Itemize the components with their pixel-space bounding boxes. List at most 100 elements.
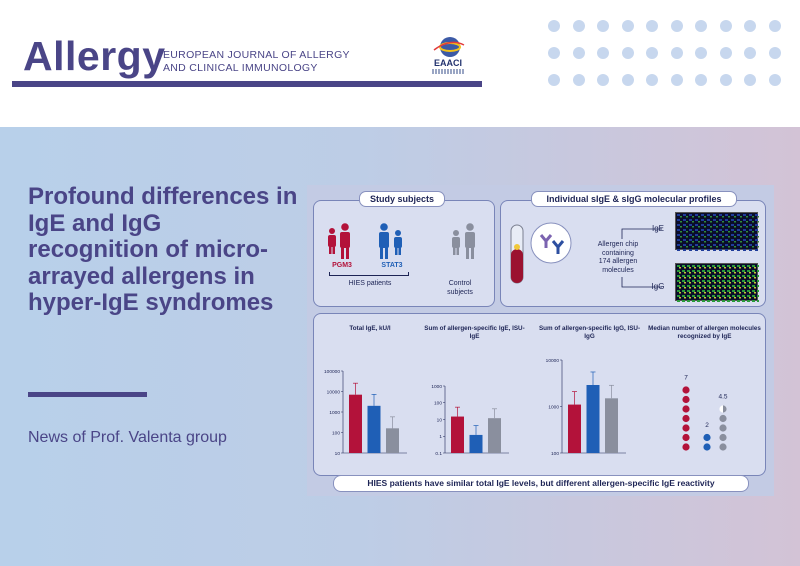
charts-svg: 10 100 1000 10000 100000 0.1 1 10 100 1000 100 1000… (324, 358, 728, 457)
journal-header: Allergy European Journal of Allergy and … (0, 0, 800, 127)
news-credit: News of Prof. Valenta group (28, 429, 227, 446)
chart4-dot (682, 443, 690, 451)
decorative-dot (670, 20, 683, 32)
chart2-tick-label: 1000 (431, 384, 442, 390)
igg-label: IgG (651, 282, 665, 291)
eaaci-logo: EAACI (428, 36, 468, 78)
chart4-dot (682, 424, 690, 432)
chart1-tick-label: 1000 (329, 410, 340, 416)
chart2-title: Sum of allergen-specific IgE, ISU-IgE (424, 325, 525, 340)
chart4-dot (682, 395, 690, 404)
graphical-abstract: Study subjects PGM3 STAT3 HIES patients … (307, 185, 774, 496)
chart2-bar-pgm3 (451, 416, 464, 453)
decorative-dot (695, 74, 707, 86)
chart4-value-label: 7 (684, 375, 688, 382)
chart4-value-label: 2 (705, 422, 709, 429)
chart2-tick-label: 1 (439, 434, 442, 440)
control-label-line2: subjects (447, 288, 473, 296)
decorative-dot (768, 20, 781, 32)
decorative-dot-grid (548, 20, 798, 100)
decorative-dot (670, 74, 683, 86)
decorative-dot (744, 47, 756, 59)
hies-label: HIES patients (348, 280, 392, 287)
igg-microarray-image (675, 263, 759, 302)
chart1-bar-stat3 (367, 405, 381, 453)
chart1-tick-label: 10 (335, 451, 341, 457)
eaaci-logo-tagline (432, 69, 464, 74)
chart4-dot (719, 424, 727, 432)
chip-line3: 174 allergen (598, 258, 638, 265)
decorative-dot (646, 47, 658, 59)
pgm3-label: PGM3 (332, 262, 352, 269)
decorative-dot (695, 20, 707, 32)
decorative-dot (621, 47, 634, 59)
chart2-tick-label: 100 (434, 401, 442, 407)
decorative-dot (597, 47, 609, 59)
globe-icon (433, 37, 465, 57)
control-label: Control subjects (435, 280, 485, 297)
ige-array-spots (676, 213, 759, 251)
chip-line2: containing (602, 249, 634, 257)
patient-figures (328, 223, 475, 259)
chart2-bar-stat3 (469, 434, 483, 453)
decorative-dot (572, 74, 585, 86)
ige-label: IgE (651, 224, 664, 233)
decorative-dot (597, 74, 609, 86)
journal-brand: Allergy (23, 33, 166, 79)
stat3-people-icon (379, 223, 402, 259)
headline: Profound differences in IgE and IgG reco… (28, 183, 298, 316)
chart4-dot (719, 414, 727, 423)
chart3-bar-control (605, 398, 618, 453)
chart4-dot (682, 386, 690, 394)
decorative-dot (621, 74, 634, 86)
decorative-dot (548, 74, 560, 86)
chart4-value-label: 4.5 (718, 394, 727, 401)
decorative-dot (548, 47, 560, 59)
chip-arrows (621, 228, 662, 288)
decorative-dot (548, 20, 560, 32)
chart4-dot (682, 405, 690, 413)
journal-subtitle: European Journal of Allergy and Clinical… (163, 49, 350, 74)
chart1-tick-label: 100 (332, 430, 340, 436)
decorative-dot (719, 20, 732, 32)
decorative-dot (646, 20, 658, 32)
decorative-dot (744, 74, 756, 86)
header-rule (12, 81, 482, 87)
igg-array-spots (676, 264, 759, 302)
chart4-title: Median number of allergen molecules reco… (648, 325, 761, 340)
control-people-icon (452, 223, 475, 259)
chart3-bar-pgm3 (568, 404, 581, 453)
decorative-dot (768, 74, 781, 86)
chart1-tick-label: 100000 (324, 369, 340, 375)
decorative-dot (572, 47, 585, 59)
chart2-bar-control (488, 418, 501, 453)
blood-tube-and-antibody (510, 222, 572, 284)
journal-subtitle-line2: and Clinical Immunology (163, 61, 318, 74)
antibody-magnifier-icon (530, 222, 572, 264)
chart4-dot-half-fill (723, 405, 727, 413)
chip-line1: Allergen chip (597, 241, 639, 248)
chart4-dot (703, 443, 711, 451)
control-label-line1: Control (448, 280, 472, 287)
decorative-dot (719, 74, 732, 86)
allergen-chip-label: Allergen chip containing 174 allergen mo… (587, 241, 649, 275)
decorative-dot (719, 47, 732, 59)
decorative-dot (597, 20, 609, 32)
stat3-label: STAT3 (381, 262, 403, 269)
decorative-dot (744, 20, 756, 32)
chart4-dot (719, 433, 727, 442)
hies-bracket (329, 272, 409, 276)
eaaci-logo-text: EAACI (433, 58, 462, 68)
chart1-title: Total IgE, kU/l (349, 325, 391, 332)
chip-line4: molecules (602, 266, 634, 274)
chart4-dot (703, 433, 711, 442)
chart4-dot (682, 414, 690, 423)
headline-divider (28, 392, 147, 397)
chart3-title: Sum of allergen-specific IgG, ISU-IgG (538, 325, 641, 340)
chart1-bar-control (386, 428, 399, 453)
chart4-dot (682, 433, 690, 442)
chart4-dot (719, 443, 727, 451)
chart2-tick-label: 10 (437, 417, 443, 423)
chart3-tick-label: 100 (551, 451, 559, 457)
chart1-tick-label: 10000 (327, 389, 341, 395)
